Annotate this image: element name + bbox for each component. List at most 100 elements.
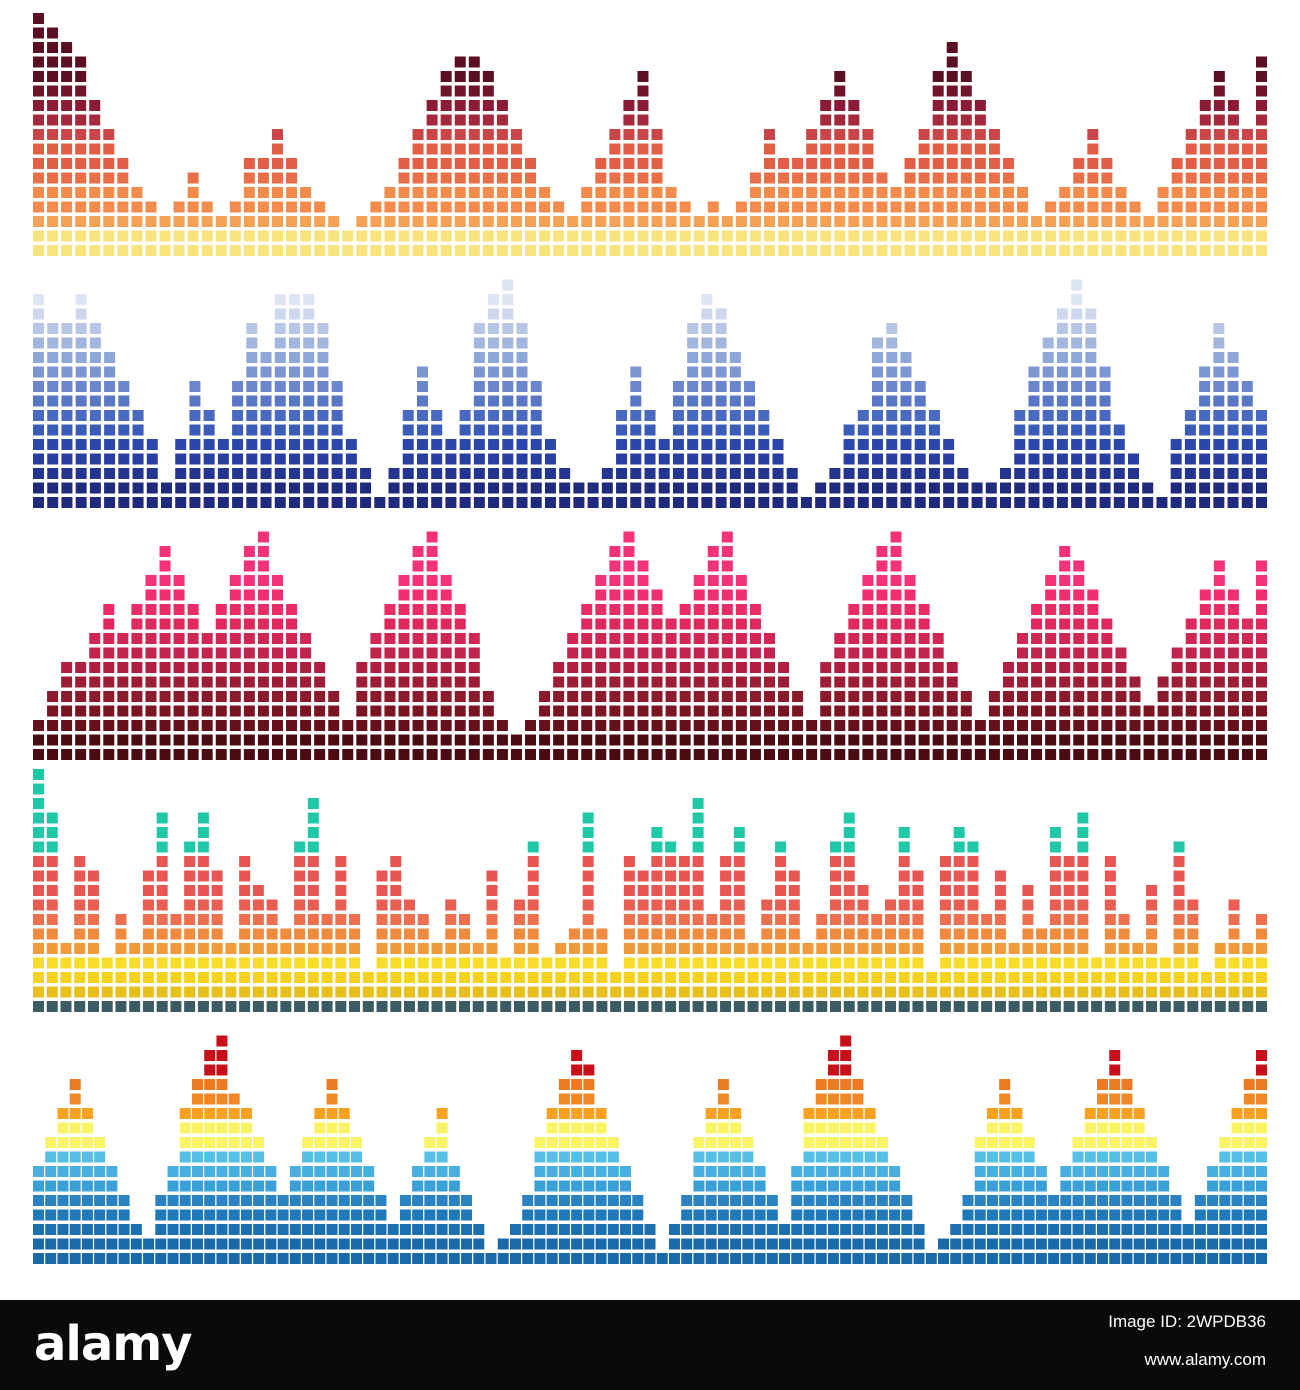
- equalizer-cell: [1241, 410, 1253, 421]
- equalizer-cell: [440, 71, 452, 82]
- equalizer-cell: [260, 468, 272, 479]
- equalizer-cell: [338, 1195, 350, 1206]
- equalizer-cell: [707, 734, 719, 746]
- equalizer-cell: [375, 1238, 387, 1250]
- equalizer-cell: [384, 187, 396, 198]
- equalizer-cell: [960, 129, 972, 140]
- equalizer-cell: [473, 337, 485, 349]
- equalizer-cell: [864, 1195, 876, 1206]
- equalizer-cell: [1133, 1108, 1145, 1119]
- equalizer-cell: [47, 129, 59, 140]
- equalizer-cell: [1194, 1209, 1206, 1221]
- equalizer-cell: [203, 410, 215, 421]
- equalizer-cell: [187, 662, 199, 673]
- equalizer-cell: [583, 1122, 595, 1134]
- equalizer-cell: [253, 1195, 265, 1206]
- equalizer-cell: [370, 216, 382, 227]
- equalizer-cell: [932, 172, 944, 184]
- equalizer-cell: [637, 734, 649, 746]
- equalizer-cell: [243, 662, 255, 673]
- equalizer-cell: [761, 957, 773, 969]
- equalizer-cell: [1231, 1224, 1243, 1235]
- equalizer-cell: [559, 468, 571, 479]
- equalizer-cell: [1213, 676, 1225, 688]
- equalizer-cell: [1036, 972, 1048, 983]
- equalizer-cell: [761, 899, 773, 911]
- equalizer-cell: [904, 691, 916, 702]
- equalizer-cell: [342, 720, 354, 731]
- equalizer-cell: [630, 439, 642, 450]
- equalizer-cell: [81, 1122, 93, 1134]
- equalizer-cell: [1059, 734, 1071, 746]
- equalizer-cell: [331, 453, 343, 465]
- equalizer-cell: [307, 914, 319, 925]
- equalizer-cell: [693, 618, 705, 630]
- equalizer-cell: [999, 1151, 1011, 1163]
- equalizer-cell: [496, 230, 508, 242]
- equalizer-cell: [775, 928, 787, 940]
- equalizer-cell: [620, 1253, 632, 1264]
- equalizer-cell: [1207, 1224, 1219, 1235]
- equalizer-cell: [179, 1166, 191, 1177]
- equalizer-cell: [876, 604, 888, 615]
- equalizer-cell: [1085, 410, 1097, 421]
- equalizer-cell: [1031, 633, 1043, 644]
- equalizer-cell: [637, 589, 649, 601]
- equalizer-cell: [1219, 1209, 1231, 1221]
- equalizer-cell: [583, 1195, 595, 1206]
- equalizer-cell: [454, 129, 466, 140]
- equalizer-cell: [1213, 662, 1225, 673]
- equalizer-cell: [834, 216, 846, 227]
- equalizer-cell: [900, 497, 912, 508]
- equalizer-cell: [1087, 633, 1099, 644]
- equalizer-cell: [701, 410, 713, 421]
- equalizer-cell: [370, 720, 382, 731]
- equalizer-cell: [1201, 986, 1213, 998]
- equalizer-cell: [1213, 410, 1225, 421]
- equalizer-cell: [962, 1209, 974, 1221]
- equalizer-cell: [1059, 187, 1071, 198]
- equalizer-cell: [981, 986, 993, 998]
- equalizer-cell: [1219, 1253, 1231, 1264]
- equalizer-cell: [1059, 647, 1071, 659]
- equalizer-cell: [266, 957, 278, 969]
- equalizer-cell: [1087, 201, 1099, 213]
- equalizer-cell: [522, 1224, 534, 1235]
- equalizer-cell: [918, 618, 930, 630]
- equalizer-cell: [1084, 1238, 1096, 1250]
- equalizer-cell: [61, 129, 73, 140]
- equalizer-cell: [345, 439, 357, 450]
- equalizer-cell: [243, 546, 255, 557]
- equalizer-cell: [331, 468, 343, 479]
- equalizer-cell: [1014, 468, 1026, 479]
- equalizer-cell: [331, 395, 343, 407]
- equalizer-cell: [1171, 662, 1183, 673]
- equalizer-cell: [454, 676, 466, 688]
- equalizer-cell: [1017, 647, 1029, 659]
- equalizer-cell: [644, 424, 656, 436]
- equalizer-cell: [1097, 1253, 1109, 1264]
- equalizer-cell: [651, 201, 663, 213]
- equalizer-cell: [651, 720, 663, 731]
- equalizer-cell: [516, 424, 528, 436]
- equalizer-cell: [567, 633, 579, 644]
- equalizer-cell: [179, 1122, 191, 1134]
- equalizer-cell: [637, 143, 649, 155]
- equalizer-cell: [1227, 172, 1239, 184]
- equalizer-cell: [848, 201, 860, 213]
- equalizer-cell: [555, 986, 567, 998]
- equalizer-cell: [289, 1209, 301, 1221]
- equalizer-cell: [1231, 1108, 1243, 1119]
- equalizer-cell: [513, 986, 525, 998]
- equalizer-cell: [544, 468, 556, 479]
- equalizer-cell: [803, 1253, 815, 1264]
- equalizer-cell: [843, 424, 855, 436]
- equalizer-cell: [228, 1180, 240, 1192]
- equalizer-cell: [69, 1166, 81, 1177]
- equalizer-cell: [994, 899, 1006, 911]
- equalizer-cell: [546, 1238, 558, 1250]
- equalizer-cell: [884, 957, 896, 969]
- equalizer-cell: [623, 676, 635, 688]
- equalizer-cell: [857, 424, 869, 436]
- equalizer-cell: [103, 187, 115, 198]
